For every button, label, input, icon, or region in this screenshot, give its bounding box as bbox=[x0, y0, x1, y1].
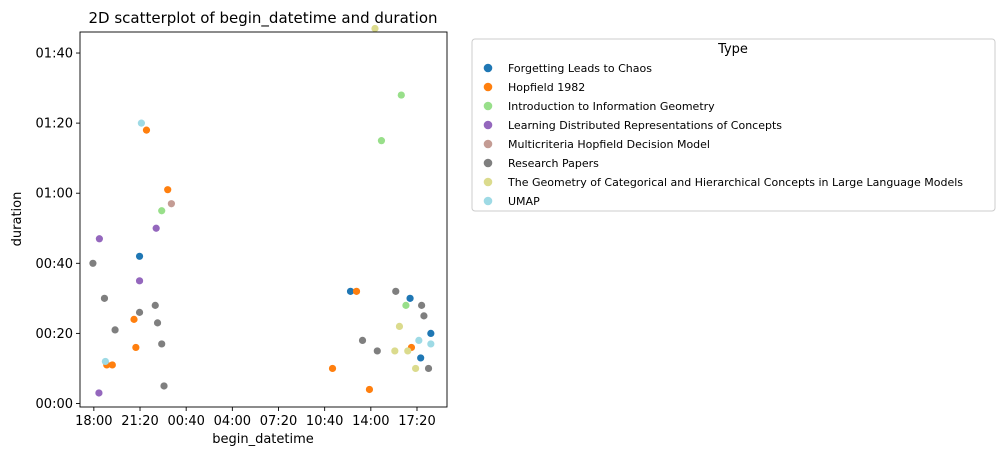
data-point bbox=[142, 126, 151, 134]
data-point bbox=[135, 277, 144, 285]
data-point bbox=[135, 308, 144, 316]
data-point bbox=[346, 287, 355, 295]
y-tick-label: 01:20 bbox=[36, 117, 73, 132]
data-point bbox=[328, 364, 337, 373]
y-tick-label: 00:20 bbox=[36, 327, 73, 342]
chart-title: 2D scatterplot of begin_datetime and dur… bbox=[88, 9, 437, 28]
data-point bbox=[404, 347, 412, 355]
data-point bbox=[151, 301, 159, 309]
data-point bbox=[365, 385, 374, 394]
legend-title: Type bbox=[717, 42, 748, 57]
data-point bbox=[402, 301, 410, 309]
legend-entry-label: The Geometry of Categorical and Hierarch… bbox=[507, 176, 963, 189]
data-point bbox=[130, 315, 138, 323]
y-axis: 00:00 00:20 00:40 01:00 01:20 01:40 bbox=[36, 47, 80, 412]
legend-marker bbox=[483, 101, 493, 111]
data-point bbox=[95, 235, 103, 243]
legend-marker bbox=[483, 196, 493, 206]
legend-entry-label: Hopfield 1982 bbox=[508, 81, 585, 94]
x-tick-label: 00:40 bbox=[167, 414, 204, 429]
data-point bbox=[371, 24, 379, 33]
legend-marker bbox=[483, 82, 493, 92]
data-point bbox=[167, 200, 176, 208]
data-point bbox=[418, 301, 426, 309]
data-point bbox=[164, 186, 172, 194]
data-point bbox=[153, 319, 162, 327]
x-tick-label: 14:00 bbox=[352, 414, 389, 429]
legend-entry-label: UMAP bbox=[508, 195, 540, 208]
data-point bbox=[137, 119, 145, 127]
y-tick-label: 00:00 bbox=[36, 397, 73, 412]
y-axis-label: duration bbox=[10, 192, 25, 247]
y-tick-label: 00:40 bbox=[36, 257, 73, 272]
data-point bbox=[392, 287, 400, 295]
plot-frame bbox=[79, 31, 448, 408]
data-points bbox=[89, 24, 435, 397]
data-point bbox=[406, 294, 414, 302]
data-point bbox=[158, 207, 166, 215]
x-axis: 18:00 21:20 00:40 04:00 07:20 10:40 14:00 17:20 bbox=[75, 407, 436, 429]
legend-marker bbox=[483, 63, 493, 73]
y-tick-label: 01:00 bbox=[36, 187, 73, 202]
data-point bbox=[89, 259, 97, 267]
legend-marker bbox=[483, 120, 493, 130]
legend-entry-label: Research Papers bbox=[508, 157, 599, 170]
legend-marker bbox=[483, 139, 493, 149]
legend-frame bbox=[471, 38, 996, 212]
legend-entry-label: Forgetting Leads to Chaos bbox=[508, 62, 652, 75]
data-point bbox=[160, 382, 168, 390]
data-point bbox=[358, 336, 367, 345]
data-point bbox=[373, 347, 381, 355]
legend-marker bbox=[483, 177, 493, 187]
data-point bbox=[352, 287, 361, 295]
legend-marker bbox=[483, 158, 493, 168]
data-point bbox=[95, 389, 103, 397]
x-tick-label: 21:20 bbox=[121, 414, 158, 429]
data-point bbox=[100, 294, 109, 302]
legend: Type Forgetting Leads to Chaos Hopfield 1… bbox=[471, 38, 996, 212]
data-point bbox=[101, 357, 109, 366]
data-point bbox=[132, 343, 140, 352]
legend-entry-label: Learning Distributed Representations of … bbox=[508, 119, 782, 132]
legend-entry-label: Introduction to Information Geometry bbox=[508, 100, 715, 113]
x-tick-label: 18:00 bbox=[75, 414, 112, 429]
x-tick-label: 10:40 bbox=[306, 414, 343, 429]
y-tick-label: 01:40 bbox=[36, 47, 73, 62]
data-point bbox=[417, 354, 425, 362]
data-point bbox=[152, 224, 160, 232]
data-point bbox=[397, 91, 405, 99]
x-tick-label: 17:20 bbox=[398, 414, 435, 429]
data-point bbox=[111, 326, 119, 334]
data-point bbox=[135, 252, 144, 260]
data-point bbox=[427, 340, 435, 348]
data-point bbox=[427, 329, 435, 338]
x-axis-label: begin_datetime bbox=[212, 432, 314, 447]
data-point bbox=[424, 364, 433, 373]
data-point bbox=[377, 137, 386, 145]
data-point bbox=[158, 340, 166, 348]
data-point bbox=[108, 361, 116, 369]
x-tick-label: 07:20 bbox=[260, 414, 297, 429]
data-point bbox=[415, 336, 423, 345]
x-tick-label: 04:00 bbox=[214, 414, 251, 429]
data-point bbox=[420, 312, 428, 320]
data-point bbox=[395, 322, 404, 330]
data-point bbox=[391, 347, 399, 355]
legend-entry-label: Multicriteria Hopfield Decision Model bbox=[508, 138, 710, 151]
data-point bbox=[412, 364, 420, 373]
